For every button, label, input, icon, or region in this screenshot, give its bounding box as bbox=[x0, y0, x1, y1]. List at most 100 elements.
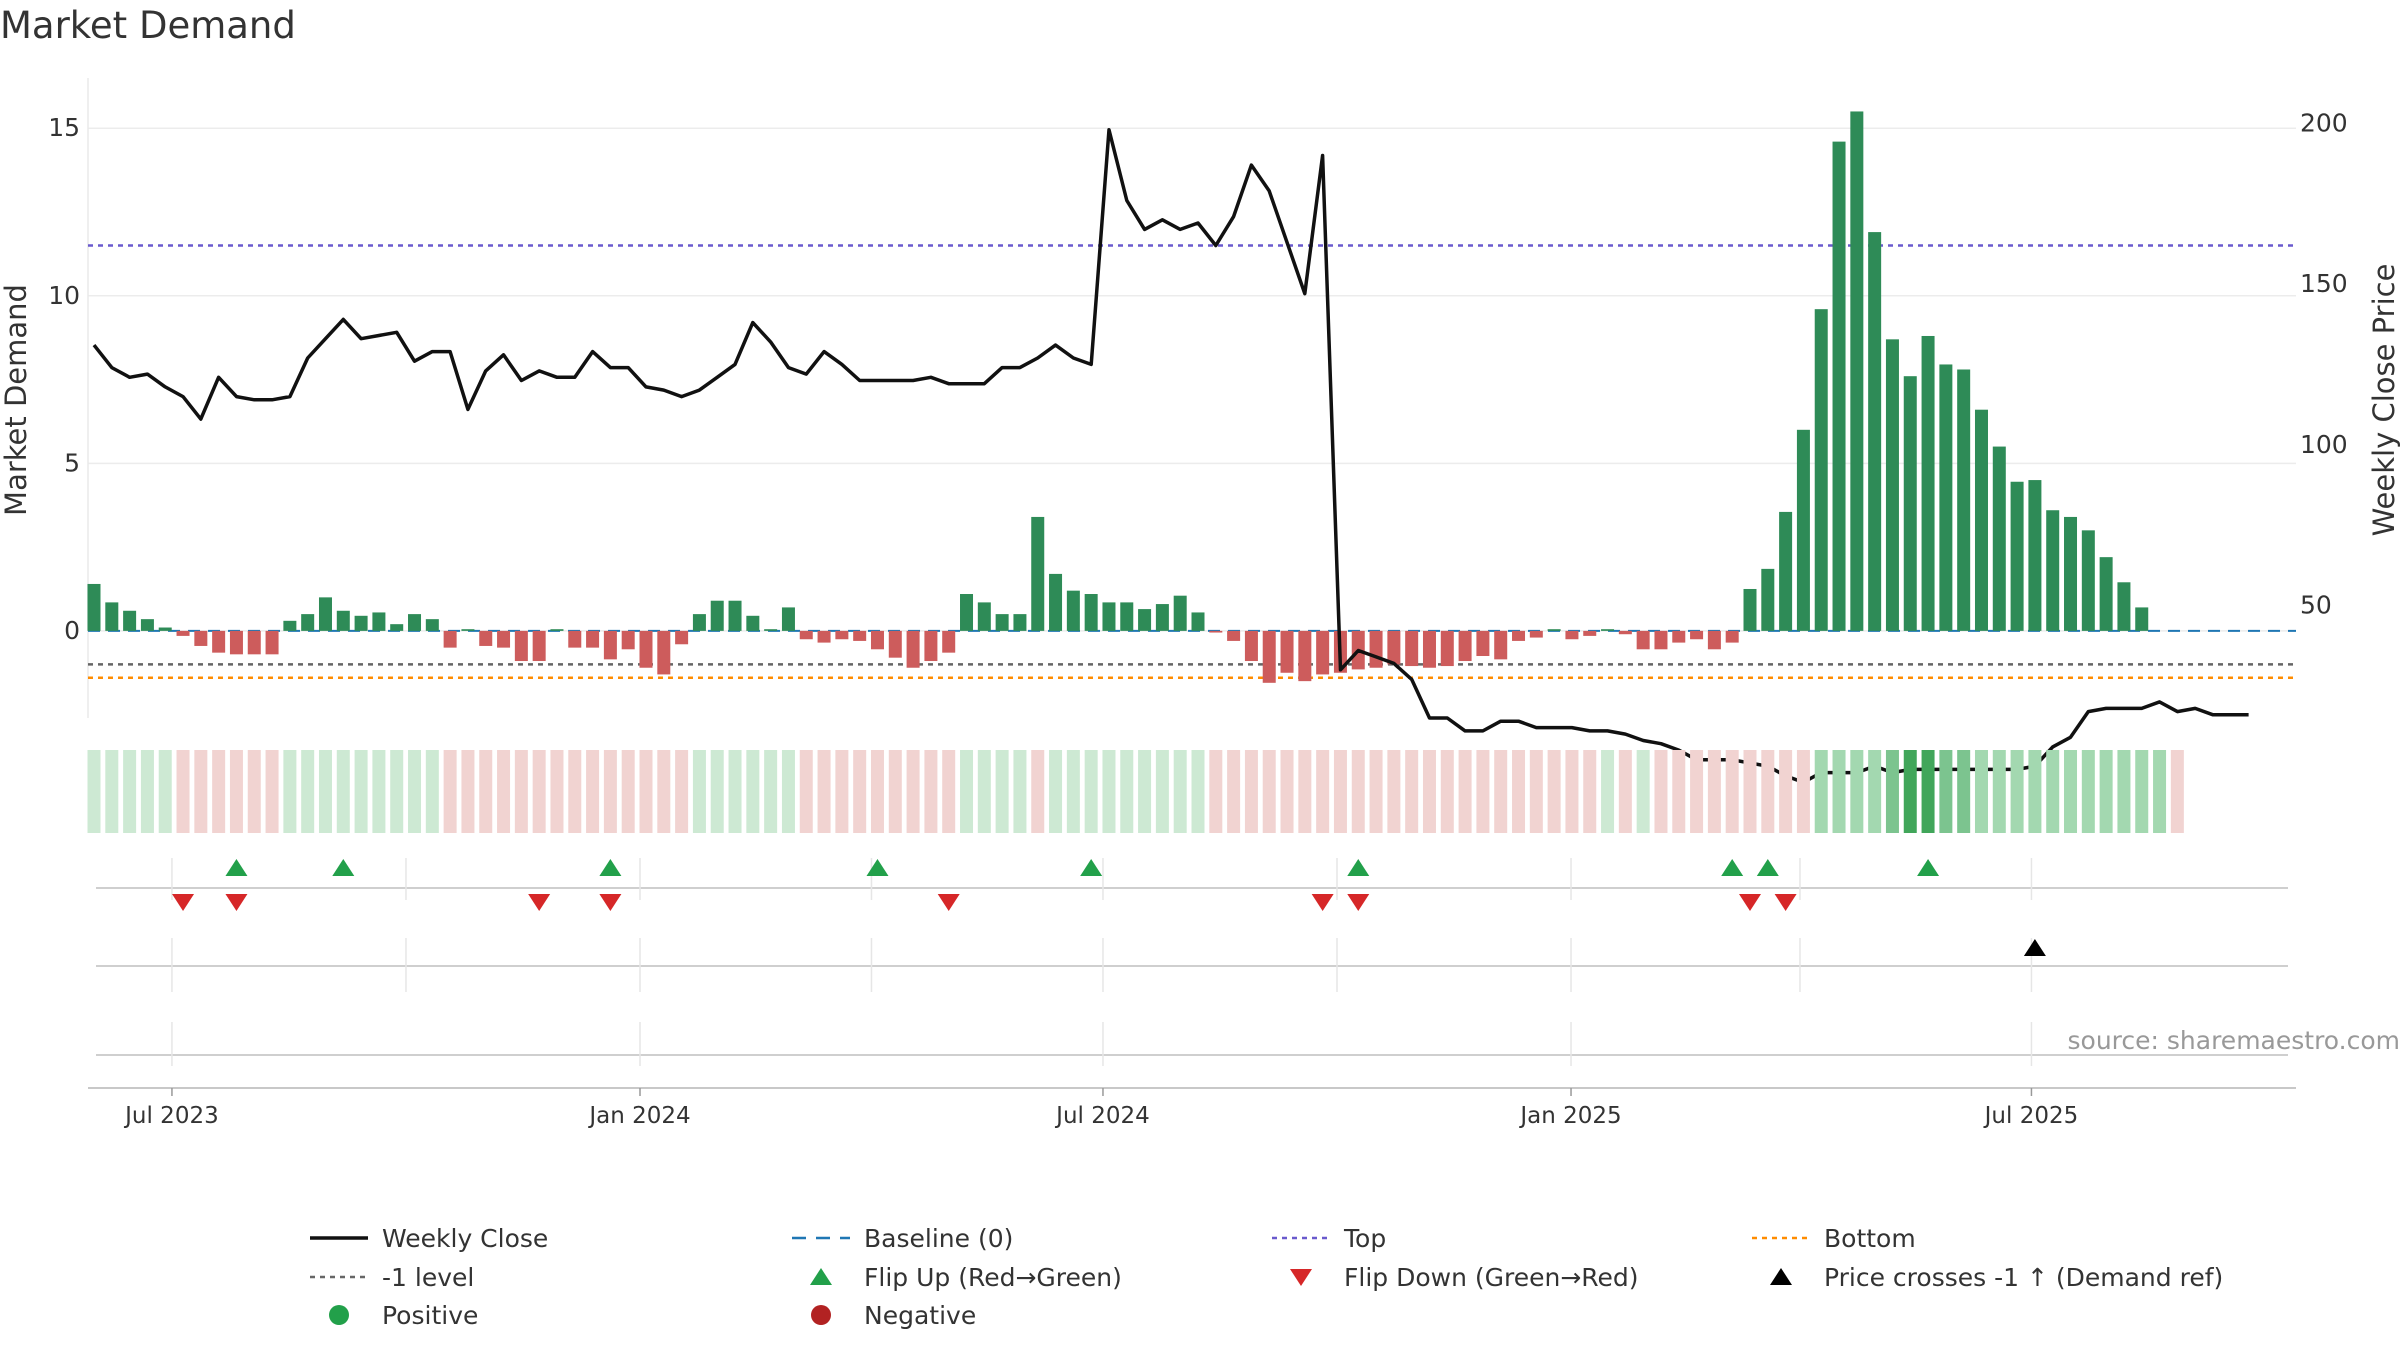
demand-bar bbox=[1957, 369, 1971, 631]
heat-cell bbox=[1779, 750, 1793, 833]
demand-bar bbox=[621, 630, 635, 650]
demand-bar bbox=[2135, 607, 2149, 631]
demand-bar bbox=[2081, 530, 2095, 631]
heat-cell bbox=[906, 750, 920, 833]
chart-title: Market Demand bbox=[0, 4, 296, 47]
legend-label-positive: Positive bbox=[382, 1301, 478, 1330]
y-axis-label: Market Demand bbox=[0, 284, 33, 516]
demand-bar bbox=[1529, 630, 1543, 638]
legend-label-top: Top bbox=[1343, 1224, 1386, 1253]
heat-cell bbox=[817, 750, 831, 833]
demand-bar bbox=[657, 630, 671, 675]
demand-bar bbox=[1013, 614, 1027, 631]
heat-cell bbox=[140, 750, 154, 833]
legend-label-baseline: Baseline (0) bbox=[864, 1224, 1013, 1253]
heat-cell bbox=[212, 750, 226, 833]
demand-bar bbox=[1565, 630, 1579, 640]
heat-cell bbox=[1547, 750, 1561, 833]
legend-item-bottom: Bottom bbox=[1752, 1224, 1916, 1253]
demand-bars bbox=[87, 111, 2149, 683]
heat-cell bbox=[764, 750, 778, 833]
demand-bar bbox=[603, 630, 617, 660]
demand-bar bbox=[408, 614, 422, 631]
flip-up-marker bbox=[1756, 859, 1779, 876]
heat-cell bbox=[728, 750, 742, 833]
legend-swatch-positive bbox=[329, 1305, 349, 1325]
demand-bar bbox=[1921, 335, 1935, 631]
demand-bar bbox=[1654, 630, 1668, 650]
demand-bar bbox=[1138, 609, 1152, 631]
heat-cell bbox=[1494, 750, 1508, 833]
heat-cell bbox=[1316, 750, 1330, 833]
demand-bar bbox=[1725, 630, 1739, 643]
legend-swatch-negative bbox=[811, 1305, 831, 1325]
demand-bar bbox=[1405, 630, 1419, 667]
heat-cell bbox=[1636, 750, 1650, 833]
legend-item-minus1: -1 level bbox=[310, 1263, 474, 1292]
demand-bar bbox=[1672, 630, 1686, 643]
heat-cell bbox=[746, 750, 760, 833]
demand-bar bbox=[283, 620, 297, 631]
heat-cell bbox=[247, 750, 261, 833]
legend-item-positive: Positive bbox=[329, 1301, 478, 1330]
demand-bar bbox=[924, 630, 938, 662]
demand-bar bbox=[1707, 630, 1721, 650]
heat-cell bbox=[960, 750, 974, 833]
heat-cell bbox=[1707, 750, 1721, 833]
heat-cell bbox=[1084, 750, 1098, 833]
legend-label-close: Weekly Close bbox=[382, 1224, 548, 1253]
demand-bar bbox=[2046, 510, 2060, 631]
heat-cell bbox=[1458, 750, 1472, 833]
flip-down-marker bbox=[225, 894, 248, 911]
demand-bar bbox=[1173, 595, 1187, 631]
heat-cell bbox=[1992, 750, 2006, 833]
demand-bar bbox=[2117, 582, 2131, 631]
price-cross-marker bbox=[2023, 939, 2046, 956]
demand-bar bbox=[1262, 630, 1276, 683]
demand-bar bbox=[140, 619, 154, 631]
heat-cell bbox=[1903, 750, 1917, 833]
legend-swatch-cross bbox=[1770, 1268, 1792, 1285]
heat-cell bbox=[2135, 750, 2149, 833]
x-tick-label: Jan 2024 bbox=[587, 1103, 690, 1129]
x-tick-label: Jul 2024 bbox=[1054, 1103, 1150, 1129]
demand-bar bbox=[461, 629, 475, 631]
demand-bar bbox=[1102, 602, 1116, 631]
demand-bar bbox=[1618, 630, 1632, 635]
demand-bar bbox=[1850, 111, 1864, 631]
heat-cell bbox=[1298, 750, 1312, 833]
heat-cell bbox=[1725, 750, 1739, 833]
legend-item-flipdown: Flip Down (Green→Red) bbox=[1290, 1263, 1639, 1292]
demand-bar bbox=[710, 600, 724, 631]
y2-tick-label: 100 bbox=[2300, 430, 2348, 459]
flip-down-marker bbox=[937, 894, 960, 911]
demand-bar bbox=[960, 594, 974, 631]
heat-cell bbox=[408, 750, 422, 833]
demand-bar bbox=[586, 630, 600, 648]
heat-cell bbox=[2081, 750, 2095, 833]
heat-cell bbox=[301, 750, 315, 833]
flip-up-marker bbox=[1347, 859, 1370, 876]
heat-cell bbox=[550, 750, 564, 833]
heat-cell bbox=[194, 750, 208, 833]
heat-cell bbox=[1049, 750, 1063, 833]
demand-bar bbox=[853, 630, 867, 641]
demand-bar bbox=[2099, 557, 2113, 631]
heat-cell bbox=[1369, 750, 1383, 833]
heat-cell bbox=[2117, 750, 2131, 833]
demand-bar bbox=[1636, 630, 1650, 650]
legend-item-baseline: Baseline (0) bbox=[792, 1224, 1013, 1253]
flip-down-marker bbox=[1774, 894, 1797, 911]
heat-cell bbox=[1618, 750, 1632, 833]
heat-cell bbox=[1209, 750, 1223, 833]
flip-up-marker bbox=[1080, 859, 1103, 876]
demand-bar bbox=[87, 583, 101, 631]
heat-cell bbox=[229, 750, 243, 833]
heat-cell bbox=[1120, 750, 1134, 833]
flip-down-marker bbox=[1311, 894, 1334, 911]
demand-bar bbox=[1066, 590, 1080, 631]
demand-bar bbox=[995, 614, 1009, 631]
heat-cell bbox=[461, 750, 475, 833]
heat-cell bbox=[425, 750, 439, 833]
demand-bar bbox=[1191, 612, 1205, 631]
